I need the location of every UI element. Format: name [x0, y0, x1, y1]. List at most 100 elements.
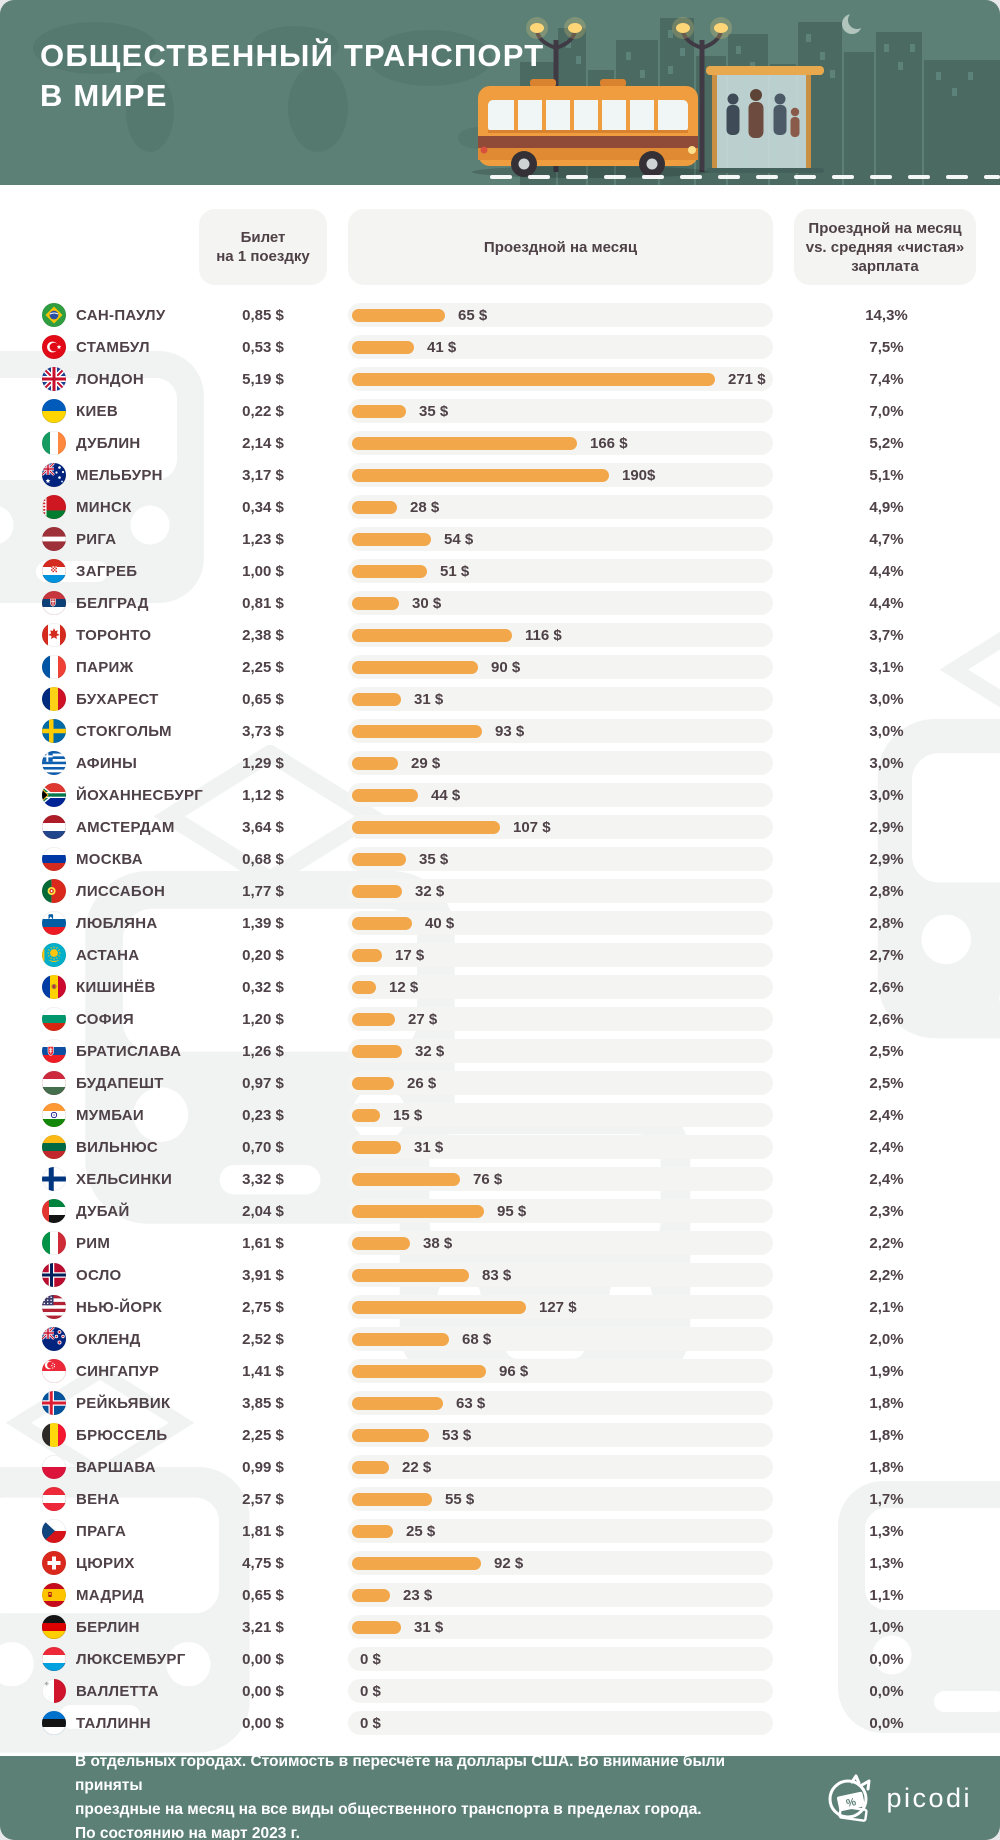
city-name: ЛИССАБОН [76, 882, 166, 900]
malta-flag-icon [41, 1678, 67, 1704]
table-row: КИШИНЁВ 0,32 $ 12 $ 2,6% [0, 971, 1000, 1003]
pass-vs-salary-percent: 1,7% [869, 1490, 904, 1508]
belgium-flag-icon [41, 1422, 67, 1448]
monthly-pass-bar-track: 29 $ [348, 751, 773, 775]
monthly-pass-value: 28 $ [410, 498, 440, 516]
monthly-pass-bar-track: 31 $ [348, 1135, 773, 1159]
table-row: ЗАГРЕБ 1,00 $ 51 $ 4,4% [0, 555, 1000, 587]
table-row: ЛИССАБОН 1,77 $ 32 $ 2,8% [0, 875, 1000, 907]
monthly-pass-bar-track: 38 $ [348, 1231, 773, 1255]
city-name: МОСКВА [76, 850, 143, 868]
single-ticket-price: 1,29 $ [242, 754, 284, 772]
monthly-pass-bar-track: 76 $ [348, 1167, 773, 1191]
austria-flag-icon [41, 1486, 67, 1512]
monthly-pass-bar [352, 1140, 401, 1154]
single-ticket-price: 2,38 $ [242, 626, 284, 644]
pass-vs-salary-percent: 2,8% [869, 914, 904, 932]
brand-logo: % picodi [824, 1772, 972, 1824]
single-ticket-price: 3,17 $ [242, 466, 284, 484]
pass-vs-salary-percent: 1,1% [869, 1586, 904, 1604]
city-name: БРЮССЕЛЬ [76, 1426, 168, 1444]
table-row: ВАЛЛЕТТА 0,00 $ 0 $ 0,0% [0, 1675, 1000, 1707]
city-name: МУМБАИ [76, 1106, 144, 1124]
table-row: ВЕНА 2,57 $ 55 $ 1,7% [0, 1483, 1000, 1515]
road-dashes-icon [490, 175, 1000, 179]
monthly-pass-bar [352, 468, 609, 482]
single-ticket-price: 0,85 $ [242, 306, 284, 324]
monthly-pass-value: 15 $ [393, 1106, 423, 1124]
single-ticket-price: 2,25 $ [242, 658, 284, 676]
city-cell: ДУБЛИН [40, 430, 199, 456]
monthly-pass-bar [352, 1556, 481, 1570]
single-ticket-price: 1,39 $ [242, 914, 284, 932]
city-cell: ЛОНДОН [40, 366, 199, 392]
city-name: ЙОХАННЕСБУРГ [76, 786, 204, 804]
monthly-pass-bar-track: 40 $ [348, 911, 773, 935]
table-row: НЬЮ-ЙОРК 2,75 $ 127 $ 2,1% [0, 1291, 1000, 1323]
monthly-pass-bar [352, 436, 577, 450]
hero-header: ОБЩЕСТВЕННЫЙ ТРАНСПОРТ В МИРЕ [0, 0, 1000, 185]
city-cell: ЗАГРЕБ [40, 558, 199, 584]
city-name: ДУБАЙ [76, 1202, 130, 1220]
pass-vs-salary-percent: 2,4% [869, 1170, 904, 1188]
single-ticket-price: 0,70 $ [242, 1138, 284, 1156]
pass-vs-salary-percent: 3,0% [869, 754, 904, 772]
pass-vs-salary-percent: 1,8% [869, 1458, 904, 1476]
city-cell: ЦЮРИХ [40, 1550, 199, 1576]
bulgaria-flag-icon [41, 1006, 67, 1032]
monthly-pass-bar-track: 92 $ [348, 1551, 773, 1575]
skyline-windows [566, 30, 973, 96]
table-row: БРЮССЕЛЬ 2,25 $ 53 $ 1,8% [0, 1419, 1000, 1451]
city-name: РИМ [76, 1234, 111, 1252]
monthly-pass-value: 0 $ [360, 1650, 381, 1668]
single-ticket-price: 3,32 $ [242, 1170, 284, 1188]
pass-vs-salary-percent: 2,3% [869, 1202, 904, 1220]
city-cell: ТОРОНТО [40, 622, 199, 648]
monthly-pass-bar-track: 0 $ [348, 1679, 773, 1703]
brazil-flag-icon [41, 302, 67, 328]
city-name: ЛЮБЛЯНА [76, 914, 158, 932]
column-headers: Билет на 1 поездку Проездной на месяц Пр… [0, 209, 1000, 285]
slovakia-flag-icon [41, 1038, 67, 1064]
city-name: МИНСК [76, 498, 132, 516]
city-name: ПРАГА [76, 1522, 127, 1540]
monthly-pass-bar-track: 35 $ [348, 399, 773, 423]
single-ticket-price: 1,20 $ [242, 1010, 284, 1028]
city-cell: АСТАНА [40, 942, 199, 968]
monthly-pass-bar [352, 1492, 432, 1506]
monthly-pass-value: 166 $ [590, 434, 628, 452]
monthly-pass-value: 68 $ [462, 1330, 492, 1348]
table-row: РЕЙКЬЯВИК 3,85 $ 63 $ 1,8% [0, 1387, 1000, 1419]
slovenia-flag-icon [41, 910, 67, 936]
pass-vs-salary-percent: 2,4% [869, 1106, 904, 1124]
page-title: ОБЩЕСТВЕННЫЙ ТРАНСПОРТ В МИРЕ [40, 36, 544, 116]
table-row: АФИНЫ 1,29 $ 29 $ 3,0% [0, 747, 1000, 779]
city-name: АФИНЫ [76, 754, 138, 772]
monthly-pass-bar [352, 1044, 402, 1058]
pass-vs-salary-percent: 14,3% [865, 306, 908, 324]
monthly-pass-value: 92 $ [494, 1554, 524, 1572]
monthly-pass-value: 107 $ [513, 818, 551, 836]
turkey-flag-icon [41, 334, 67, 360]
monthly-pass-bar-track: 54 $ [348, 527, 773, 551]
city-cell: РИМ [40, 1230, 199, 1256]
city-cell: ОСЛО [40, 1262, 199, 1288]
hungary-flag-icon [41, 1070, 67, 1096]
table-row: ДУБАЙ 2,04 $ 95 $ 2,3% [0, 1195, 1000, 1227]
city-name: ЛОНДОН [76, 370, 145, 388]
monthly-pass-value: 0 $ [360, 1682, 381, 1700]
city-name: САН-ПАУЛУ [76, 306, 166, 324]
monthly-pass-bar-track: 12 $ [348, 975, 773, 999]
switzerland-flag-icon [41, 1550, 67, 1576]
city-name: ХЕЛЬСИНКИ [76, 1170, 173, 1188]
single-ticket-price: 3,73 $ [242, 722, 284, 740]
monthly-pass-bar-track: 127 $ [348, 1295, 773, 1319]
single-ticket-price: 1,00 $ [242, 562, 284, 580]
single-ticket-price: 5,19 $ [242, 370, 284, 388]
monthly-pass-bar [352, 948, 382, 962]
city-cell: БРАТИСЛАВА [40, 1038, 199, 1064]
monthly-pass-bar [352, 1204, 484, 1218]
city-name: БУДАПЕШТ [76, 1074, 164, 1092]
monthly-pass-bar [352, 852, 406, 866]
city-cell: БУДАПЕШТ [40, 1070, 199, 1096]
